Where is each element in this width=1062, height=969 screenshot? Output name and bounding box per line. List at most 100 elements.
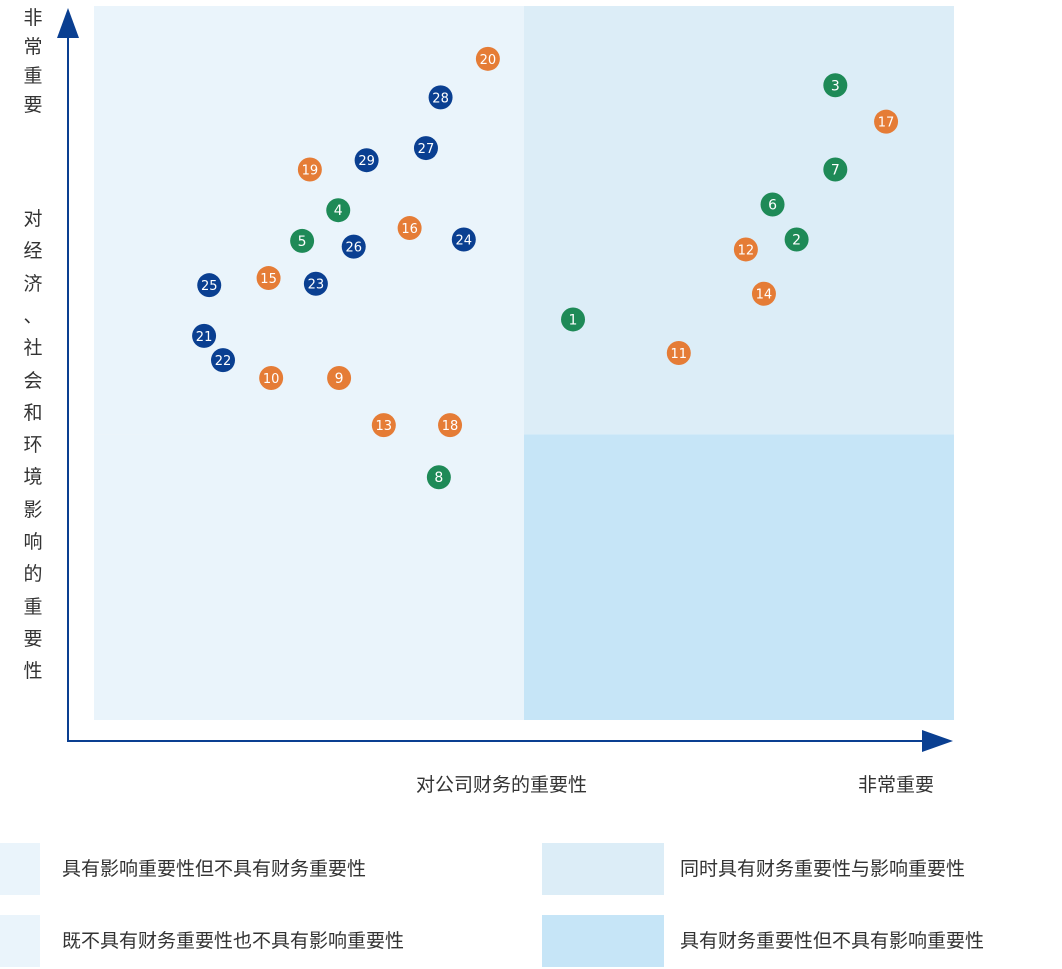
data-point-8: 8 [426, 465, 451, 490]
legend-swatch-impact-only [0, 843, 40, 895]
data-point-label: 16 [401, 222, 418, 237]
data-point-label: 5 [298, 234, 307, 250]
y-axis-title-char: 环 [23, 434, 43, 457]
data-point-marker [751, 281, 776, 306]
data-point-label: 9 [335, 371, 344, 387]
data-point-marker [438, 413, 463, 438]
data-point-marker [413, 136, 438, 161]
data-point-label: 6 [768, 197, 777, 213]
data-point-marker [561, 307, 586, 332]
legend-swatch-neither [0, 915, 40, 967]
y-axis-title-char: 响 [23, 531, 43, 553]
y-axis-title-char: 要 [23, 627, 43, 650]
data-point-marker [297, 157, 322, 182]
legend-label-impact-only: 具有影响重要性但不具有财务重要性 [62, 858, 367, 880]
legend-label-neither: 既不具有财务重要性也不具有影响重要性 [62, 930, 405, 952]
y-axis-title-char: 对 [23, 208, 43, 230]
data-point-label: 19 [302, 164, 319, 179]
data-point-17: 17 [874, 109, 899, 134]
y-axis-title-char: 和 [23, 401, 43, 424]
data-point-marker [303, 271, 328, 296]
data-point-marker [326, 198, 351, 223]
data-point-25: 25 [197, 273, 222, 298]
data-point-label: 15 [260, 272, 277, 287]
data-point-label: 21 [196, 330, 213, 345]
data-point-15: 15 [256, 266, 281, 291]
quadrant-top-left [94, 6, 524, 435]
data-point-marker [451, 227, 476, 252]
data-point-2: 2 [784, 227, 809, 252]
data-point-26: 26 [341, 234, 366, 259]
legend-label-financial-only: 具有财务重要性但不具有影响重要性 [680, 930, 985, 952]
data-point-12: 12 [733, 237, 758, 262]
data-point-marker [327, 365, 352, 390]
data-point-7: 7 [823, 157, 848, 182]
data-point-3: 3 [823, 73, 848, 98]
quadrant-bottom-left [94, 434, 524, 720]
y-axis-title-char: 重 [23, 595, 43, 618]
data-point-label: 7 [831, 163, 840, 179]
data-point-label: 4 [334, 203, 343, 219]
y-axis-arrow [57, 8, 79, 38]
data-point-marker [256, 266, 281, 291]
legend-swatch-financial-only [542, 915, 664, 967]
data-point-13: 13 [371, 413, 396, 438]
data-point-marker [666, 341, 691, 366]
data-point-label: 17 [878, 116, 895, 131]
data-point-21: 21 [192, 323, 217, 348]
y-axis-end-char: 重 [23, 65, 43, 87]
data-point-marker [290, 228, 315, 253]
data-point-label: 22 [215, 354, 232, 369]
quadrant-top-right [524, 6, 954, 435]
data-point-label: 8 [434, 470, 443, 486]
data-point-label: 1 [569, 312, 578, 328]
data-point-label: 12 [738, 243, 755, 258]
data-point-label: 14 [756, 288, 773, 303]
data-point-label: 25 [201, 279, 218, 294]
data-point-label: 29 [358, 154, 375, 169]
data-point-marker [823, 73, 848, 98]
y-axis-title-char: 境 [23, 466, 43, 489]
data-point-23: 23 [303, 271, 328, 296]
data-point-marker [354, 148, 379, 173]
materiality-matrix-chart: 1234567891011121314151617181920212223242… [57, 6, 954, 752]
legend-label-both: 同时具有财务重要性与影响重要性 [680, 858, 966, 880]
scatter-points: 1234567891011121314151617181920212223242… [192, 46, 899, 490]
y-axis-title-char: 社 [23, 337, 43, 360]
data-point-marker [475, 46, 500, 71]
data-point-marker [259, 365, 284, 390]
data-point-label: 13 [376, 419, 393, 434]
data-point-10: 10 [259, 365, 284, 390]
data-point-marker [371, 413, 396, 438]
data-point-marker [341, 234, 366, 259]
y-axis-title-char: 会 [23, 369, 43, 392]
data-point-27: 27 [413, 136, 438, 161]
data-point-label: 28 [432, 91, 449, 106]
data-point-22: 22 [211, 348, 235, 373]
data-point-16: 16 [397, 216, 422, 241]
data-point-marker [784, 227, 809, 252]
data-point-18: 18 [438, 413, 463, 438]
data-point-19: 19 [297, 157, 322, 182]
data-point-28: 28 [428, 85, 453, 110]
y-axis-title-char: 济 [23, 272, 43, 295]
data-point-14: 14 [751, 281, 776, 306]
data-point-label: 10 [263, 372, 280, 387]
y-axis-title-char: 的 [23, 563, 43, 586]
data-point-29: 29 [354, 148, 379, 173]
data-point-1: 1 [561, 307, 586, 332]
y-axis-end-char: 常 [23, 36, 43, 58]
data-point-marker [197, 273, 222, 298]
data-point-20: 20 [475, 46, 500, 71]
data-point-9: 9 [327, 365, 352, 390]
data-point-label: 11 [671, 347, 688, 362]
data-point-label: 18 [442, 419, 459, 434]
data-point-marker [874, 109, 899, 134]
data-point-label: 27 [418, 142, 435, 157]
x-axis-title: 对公司财务的重要性 [416, 774, 588, 796]
data-point-label: 2 [792, 232, 801, 248]
data-point-label: 24 [456, 233, 473, 248]
data-point-marker [823, 157, 848, 182]
data-point-marker [428, 85, 453, 110]
y-axis-title-char: 性 [23, 660, 43, 683]
